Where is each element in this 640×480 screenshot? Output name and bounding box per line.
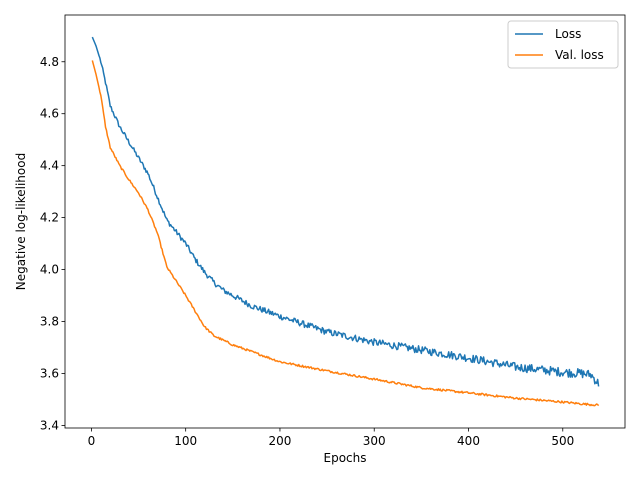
y-tick-label: 4.2 <box>40 211 59 225</box>
legend-label-loss: Loss <box>555 27 581 41</box>
x-tick-label: 100 <box>174 434 197 448</box>
x-tick-label: 200 <box>268 434 291 448</box>
series-line-loss <box>91 36 600 387</box>
plot-area <box>91 36 600 407</box>
x-tick-label: 300 <box>363 434 386 448</box>
legend-box <box>507 20 619 69</box>
y-tick-label: 4.4 <box>40 159 59 173</box>
y-tick-label: 3.4 <box>40 418 59 432</box>
y-axis: 3.4 3.6 3.8 4.0 4.2 4.4 4.6 4.8 <box>40 55 65 432</box>
y-tick-label: 4.6 <box>40 107 59 121</box>
series-line-val-loss <box>91 60 600 407</box>
y-tick-label: 3.8 <box>40 315 59 329</box>
y-axis-label: Negative log-likelihood <box>14 153 28 290</box>
x-axis: 0 100 200 300 400 500 <box>88 428 574 448</box>
x-tick-label: 400 <box>457 434 480 448</box>
y-tick-label: 4.8 <box>40 55 59 69</box>
x-tick-label: 500 <box>551 434 574 448</box>
axes-frame <box>64 14 626 429</box>
x-axis-label: Epochs <box>324 451 367 465</box>
legend: Loss Val. loss <box>507 20 619 69</box>
legend-label-val-loss: Val. loss <box>555 48 604 62</box>
y-tick-label: 4.0 <box>40 263 59 277</box>
y-tick-label: 3.6 <box>40 366 59 380</box>
x-tick-label: 0 <box>88 434 96 448</box>
